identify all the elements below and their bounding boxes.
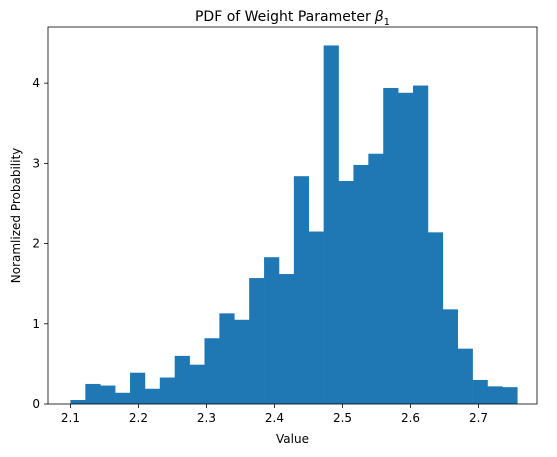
histogram-bar bbox=[368, 153, 384, 404]
histogram-bar bbox=[293, 176, 310, 404]
histogram-bar bbox=[427, 232, 444, 404]
histogram-bar bbox=[308, 231, 324, 404]
x-tick-label: 2.3 bbox=[197, 411, 216, 425]
chart-title-text: PDF of Weight Parameter bbox=[195, 9, 371, 25]
y-tick-label: 0 bbox=[32, 397, 40, 411]
histogram-bar bbox=[85, 383, 101, 404]
x-tick-label: 2.1 bbox=[61, 411, 80, 425]
histogram-bar bbox=[130, 372, 146, 404]
histogram-bar bbox=[159, 377, 176, 404]
y-axis-label: Noramlized Probability bbox=[9, 148, 23, 284]
histogram-bar bbox=[219, 313, 235, 404]
histogram-bar bbox=[413, 85, 429, 404]
histogram-bar bbox=[353, 164, 369, 404]
y-tick-label: 4 bbox=[32, 76, 40, 90]
histogram-bar bbox=[383, 87, 399, 404]
chart-title-subscript: 1 bbox=[384, 17, 390, 28]
x-tick-label: 2.5 bbox=[333, 411, 352, 425]
axes-frame bbox=[47, 26, 538, 405]
histogram-bar bbox=[398, 92, 414, 404]
histogram-bar bbox=[115, 392, 131, 404]
histogram-bar bbox=[264, 257, 280, 404]
histogram-bar bbox=[472, 379, 488, 404]
y-axis-ticks: 0 1 2 3 4 bbox=[32, 76, 48, 411]
y-tick-label: 2 bbox=[32, 237, 40, 251]
x-tick-label: 2.6 bbox=[401, 411, 420, 425]
x-tick-label: 2.7 bbox=[469, 411, 488, 425]
histogram-bar bbox=[442, 309, 458, 404]
histogram-bar bbox=[174, 355, 190, 404]
histogram-bar bbox=[502, 387, 518, 404]
histogram-bar bbox=[189, 364, 205, 404]
y-tick-label: 1 bbox=[32, 317, 40, 331]
histogram-bar bbox=[144, 388, 161, 404]
chart-title-symbol: β bbox=[374, 9, 384, 25]
histogram-bar bbox=[487, 386, 503, 404]
histogram-bar bbox=[204, 338, 220, 404]
x-tick-label: 2.2 bbox=[129, 411, 148, 425]
x-axis-label: Value bbox=[276, 432, 309, 446]
histogram-bar bbox=[457, 348, 473, 404]
histogram-bars bbox=[70, 45, 518, 404]
x-axis-ticks: 2.1 2.2 2.3 2.4 2.5 2.6 2.7 bbox=[61, 404, 488, 425]
histogram-bar bbox=[249, 278, 265, 404]
histogram-bar bbox=[234, 319, 250, 404]
x-tick-label: 2.4 bbox=[265, 411, 284, 425]
y-tick-label: 3 bbox=[32, 156, 40, 170]
histogram-bar bbox=[338, 181, 354, 404]
histogram-bar bbox=[278, 274, 295, 404]
chart-title: PDF of Weight Parameter β1 bbox=[195, 9, 390, 28]
histogram-bar bbox=[100, 385, 116, 404]
histogram-bar bbox=[323, 45, 339, 404]
histogram-bar bbox=[70, 399, 86, 404]
